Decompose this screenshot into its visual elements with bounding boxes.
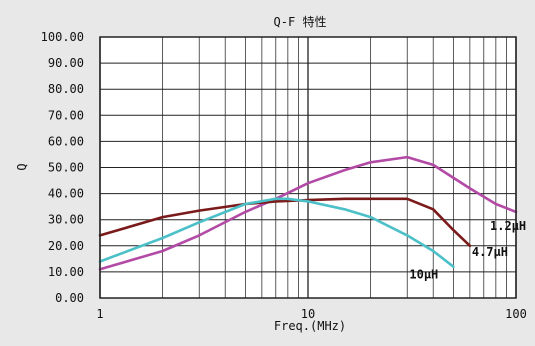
y-tick-label: 80.00	[48, 82, 84, 96]
y-tick-label: 10.00	[48, 265, 84, 279]
chart-title: Q-F 特性	[274, 14, 327, 29]
series-lines	[98, 155, 518, 271]
series-line-0	[98, 155, 518, 271]
x-tick-label: 100	[505, 307, 527, 321]
y-tick-label: 60.00	[48, 134, 84, 148]
x-tick-label: 1	[96, 307, 103, 321]
y-tick-label: 50.00	[48, 161, 84, 175]
series-label-2: 10μH	[409, 268, 438, 282]
y-tick-label: 40.00	[48, 187, 84, 201]
series-label-1: 4.7μH	[472, 245, 508, 259]
series-line-2	[98, 197, 455, 268]
y-tick-label: 20.00	[48, 239, 84, 253]
series-label-0: 1.2μH	[490, 219, 526, 233]
x-tick-labels: 1 10 100	[96, 307, 526, 321]
y-tick-label: 0.00	[55, 291, 84, 305]
y-tick-label: 90.00	[48, 56, 84, 70]
x-axis-title: Freq.(MHz)	[274, 319, 346, 333]
y-axis-title: Q	[15, 163, 29, 170]
plot-frame	[99, 36, 517, 299]
y-tick-label: 30.00	[48, 213, 84, 227]
y-tick-labels: 0.00 10.00 20.00 30.00 40.00 50.00 60.00 70.00 8…	[41, 30, 84, 305]
series-labels: 1.2μH 4.7μH 10μH	[409, 219, 526, 282]
x-tick-label: 10	[301, 307, 315, 321]
y-tick-label: 70.00	[48, 108, 84, 122]
y-tick-label: 100.00	[41, 30, 84, 44]
series-line-1	[98, 197, 472, 248]
